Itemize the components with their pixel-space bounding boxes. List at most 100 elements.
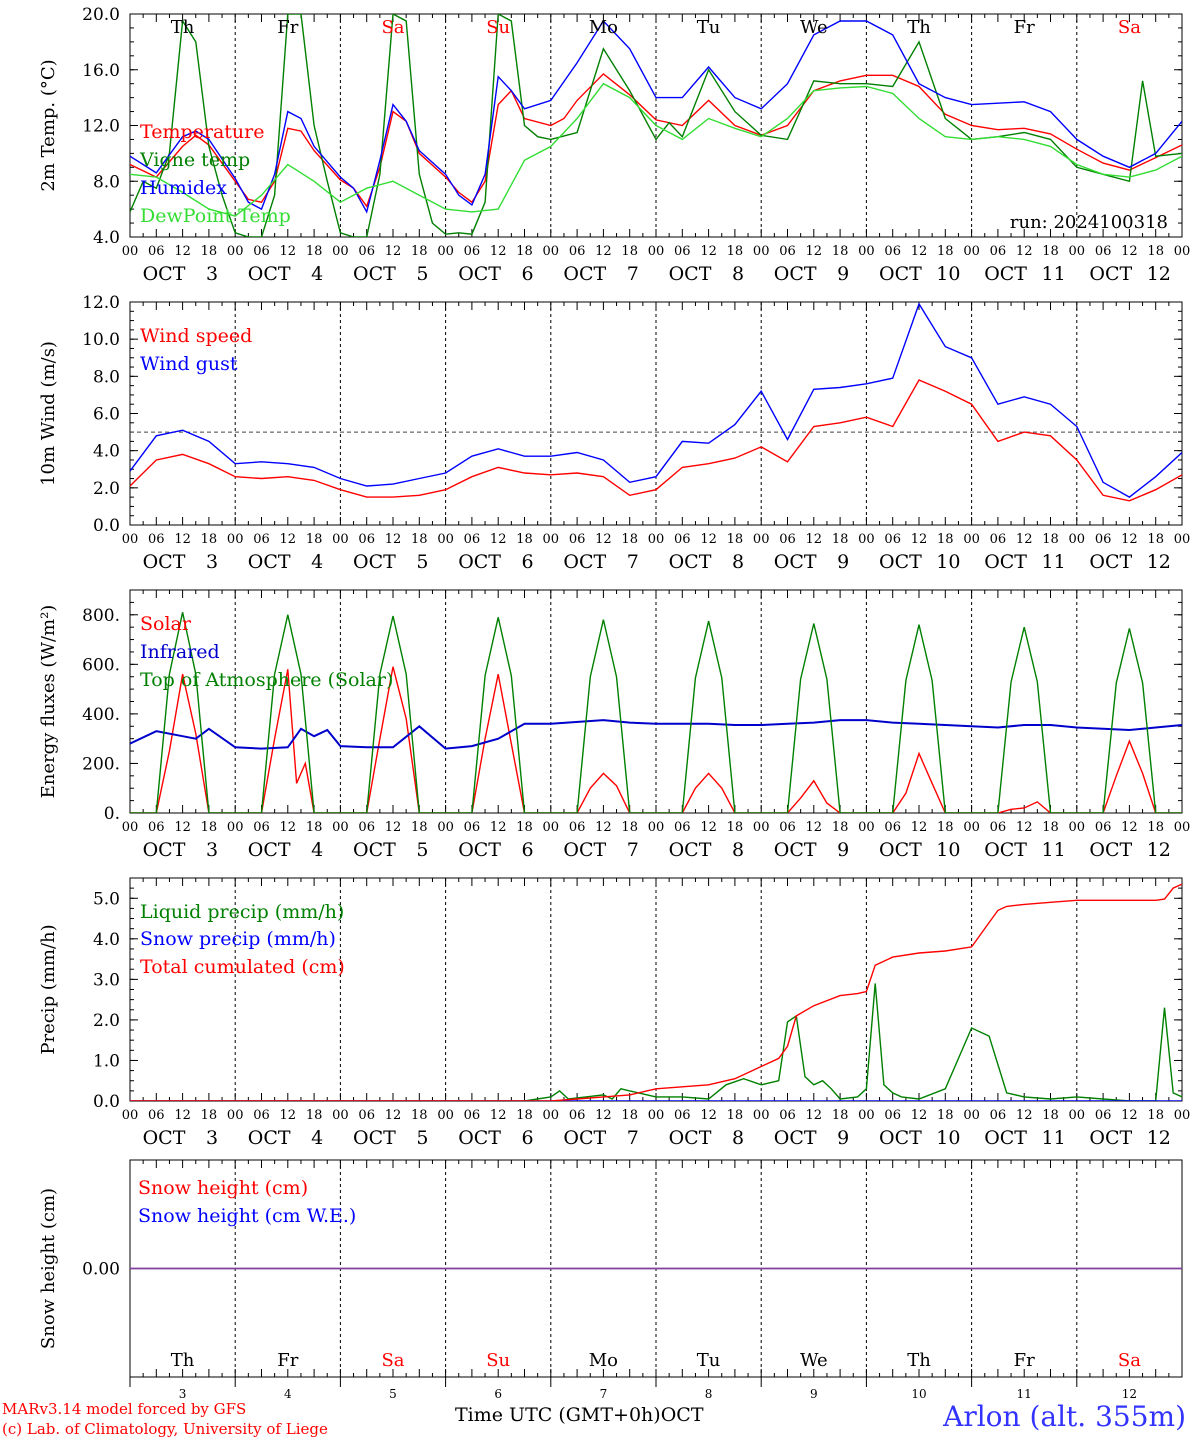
day-name: Su (486, 17, 510, 38)
date-label-month: OCT (458, 263, 501, 285)
hour-tick-label: 00 (543, 532, 560, 547)
hour-tick-label: 06 (358, 1108, 375, 1123)
date-label-day: 4 (311, 551, 323, 573)
hour-tick-label: 06 (1095, 244, 1112, 259)
legend-entry: Liquid precip (mm/h) (140, 901, 344, 923)
hour-tick-label: 06 (779, 244, 796, 259)
hour-tick-label: 00 (963, 1108, 980, 1123)
hour-tick-label: 00 (543, 820, 560, 835)
y-tick-label: 12.0 (82, 293, 120, 313)
y-tick-label: 12.0 (82, 117, 120, 137)
hour-tick-label: 00 (543, 244, 560, 259)
hour-tick-label: 12 (174, 244, 191, 259)
hour-tick-label: 06 (779, 532, 796, 547)
hour-tick-label: 18 (201, 820, 218, 835)
y-axis-title: 2m Temp. (°C) (38, 59, 59, 191)
x-axis-title-text: Time UTC (GMT+0h) (455, 1404, 661, 1426)
y-tick-label: 8.0 (93, 367, 120, 387)
date-label-month: OCT (669, 551, 712, 573)
hour-tick-label: 06 (358, 244, 375, 259)
hour-tick-label: 12 (1121, 532, 1138, 547)
hour-tick-label: 06 (1095, 820, 1112, 835)
hour-tick-label: 12 (911, 1108, 928, 1123)
legend-entry: Infrared (140, 641, 220, 663)
date-label-day: 3 (206, 839, 218, 861)
y-axis-title: Energy fluxes (W/m²) (38, 605, 59, 799)
y-tick-label: 8.0 (93, 172, 120, 192)
day-name: Fr (277, 17, 298, 38)
day-number: 4 (284, 1387, 292, 1401)
hour-tick-label: 18 (201, 532, 218, 547)
hour-tick-label: 00 (122, 1108, 139, 1123)
hour-tick-label: 06 (884, 1108, 901, 1123)
date-label-day: 12 (1147, 1127, 1171, 1149)
hour-tick-label: 06 (884, 820, 901, 835)
date-label-day: 7 (627, 839, 639, 861)
y-tick-label: 2.0 (93, 1011, 120, 1031)
hour-tick-label: 12 (1121, 1108, 1138, 1123)
hour-tick-label: 00 (858, 1108, 875, 1123)
date-label-day: 9 (837, 551, 849, 573)
hour-tick-label: 00 (1174, 244, 1191, 259)
date-label-day: 9 (837, 1127, 849, 1149)
date-label-day: 4 (311, 263, 323, 285)
hour-tick-label: 06 (990, 244, 1007, 259)
hour-tick-label: 12 (595, 244, 612, 259)
hour-tick-label: 06 (990, 1108, 1007, 1123)
day-name: Tu (697, 1350, 721, 1371)
hour-tick-label: 12 (1016, 1108, 1033, 1123)
hour-tick-label: 12 (806, 820, 823, 835)
hour-tick-label: 12 (1016, 244, 1033, 259)
legend-entry: Wind speed (140, 325, 252, 347)
hour-tick-label: 12 (700, 532, 717, 547)
date-label-month: OCT (248, 551, 291, 573)
hour-tick-label: 12 (490, 1108, 507, 1123)
hour-tick-label: 12 (174, 532, 191, 547)
hour-tick-label: 00 (437, 244, 454, 259)
day-name: Su (486, 1350, 510, 1371)
day-name: Th (907, 1350, 931, 1371)
hour-tick-label: 06 (1095, 1108, 1112, 1123)
hour-tick-label: 18 (306, 820, 323, 835)
hour-tick-label: 12 (806, 532, 823, 547)
hour-tick-label: 18 (516, 820, 533, 835)
date-label-month: OCT (458, 839, 501, 861)
run-label: run: 2024100318 (1010, 212, 1168, 233)
day-name: We (800, 1350, 828, 1371)
legend-entry: Solar (140, 613, 192, 635)
hour-tick-label: 12 (385, 532, 402, 547)
hour-tick-label: 00 (858, 820, 875, 835)
hour-tick-label: 06 (464, 532, 481, 547)
date-label-day: 8 (732, 839, 744, 861)
hour-tick-label: 18 (727, 244, 744, 259)
panel-5 (129, 1159, 1183, 1387)
legend-entry: Total cumulated (cm) (140, 956, 345, 978)
date-label-month: OCT (458, 1127, 501, 1149)
hour-tick-label: 12 (1016, 820, 1033, 835)
day-number: 11 (1017, 1387, 1032, 1401)
hour-tick-label: 00 (437, 532, 454, 547)
hour-tick-label: 00 (1069, 820, 1086, 835)
hour-tick-label: 18 (1147, 1108, 1164, 1123)
series-line-dewpoint-temp (130, 82, 1182, 217)
date-label-month: OCT (879, 1127, 922, 1149)
hour-tick-label: 18 (937, 820, 954, 835)
y-tick-label: 0.0 (93, 1092, 120, 1112)
hour-tick-label: 06 (569, 1108, 586, 1123)
date-label-day: 11 (1042, 551, 1066, 573)
legend-entry: Snow height (cm W.E.) (138, 1205, 356, 1227)
hour-tick-label: 12 (490, 244, 507, 259)
date-label-month: OCT (563, 1127, 606, 1149)
hour-tick-label: 06 (990, 532, 1007, 547)
legend-entry: Vigne temp (139, 149, 250, 171)
panel-3 (129, 589, 1183, 814)
hour-tick-label: 00 (122, 532, 139, 547)
hour-tick-label: 18 (1042, 1108, 1059, 1123)
hour-tick-label: 12 (595, 532, 612, 547)
date-label-day: 11 (1042, 839, 1066, 861)
hour-tick-label: 00 (543, 1108, 560, 1123)
date-label-day: 5 (416, 263, 428, 285)
hour-tick-label: 12 (700, 820, 717, 835)
day-name: Fr (1014, 1350, 1035, 1371)
